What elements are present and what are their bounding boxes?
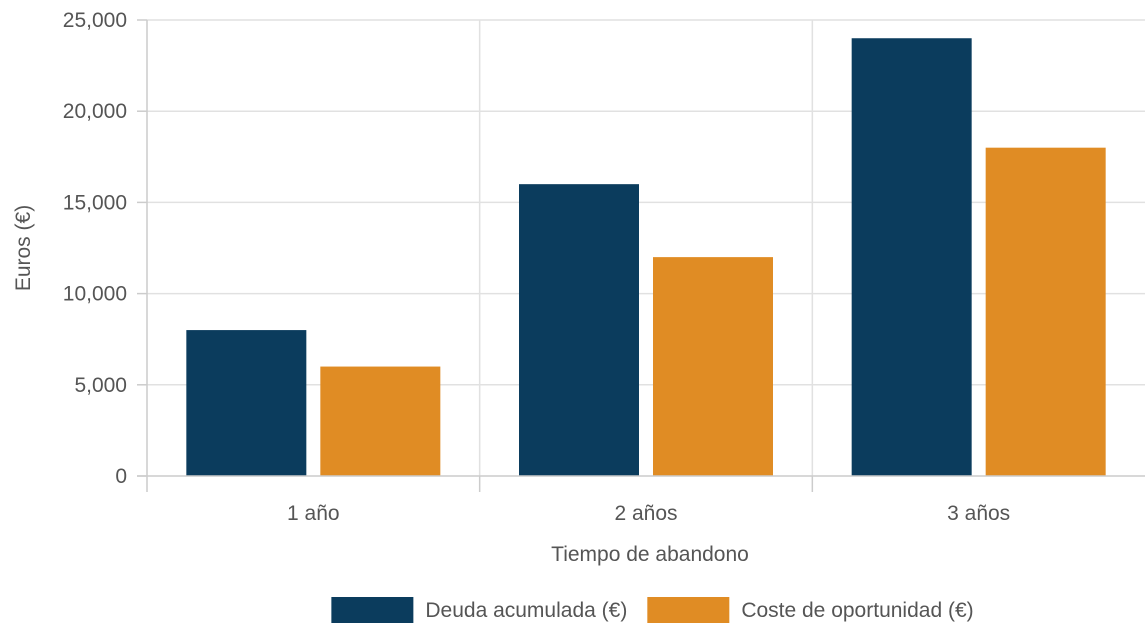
bars <box>186 38 1106 477</box>
bar <box>653 257 773 476</box>
tick-labels: 0 5,000 10,000 15,000 20,000 25,000 1 año 2 año… <box>63 9 1010 525</box>
legend-label: Deuda acumulada (€) <box>425 599 627 622</box>
x-axis-title: Tiempo de abandono <box>551 543 749 566</box>
legend-label: Coste de oportunidad (€) <box>741 599 973 622</box>
bar <box>320 366 441 476</box>
y-tick-label: 15,000 <box>63 191 127 214</box>
legend: Deuda acumulada (€) Coste de oportunidad … <box>331 597 974 623</box>
legend-swatch <box>331 597 414 623</box>
y-axis-title: Euros (€) <box>12 205 35 291</box>
x-tick-label: 3 años <box>947 502 1010 525</box>
grid-lines <box>147 19 1145 476</box>
y-tick-label: 0 <box>115 465 127 488</box>
y-tick-label: 10,000 <box>63 283 127 306</box>
bar <box>985 147 1106 476</box>
y-tick-label: 25,000 <box>63 9 127 32</box>
bar <box>519 184 639 476</box>
y-tick-label: 20,000 <box>63 100 127 123</box>
x-tick-label: 1 año <box>287 502 340 525</box>
axes <box>137 19 1145 492</box>
legend-swatch <box>647 597 730 623</box>
bar <box>186 330 307 476</box>
bar <box>851 38 972 477</box>
y-tick-label: 5,000 <box>74 374 127 397</box>
x-tick-label: 2 años <box>614 502 677 525</box>
